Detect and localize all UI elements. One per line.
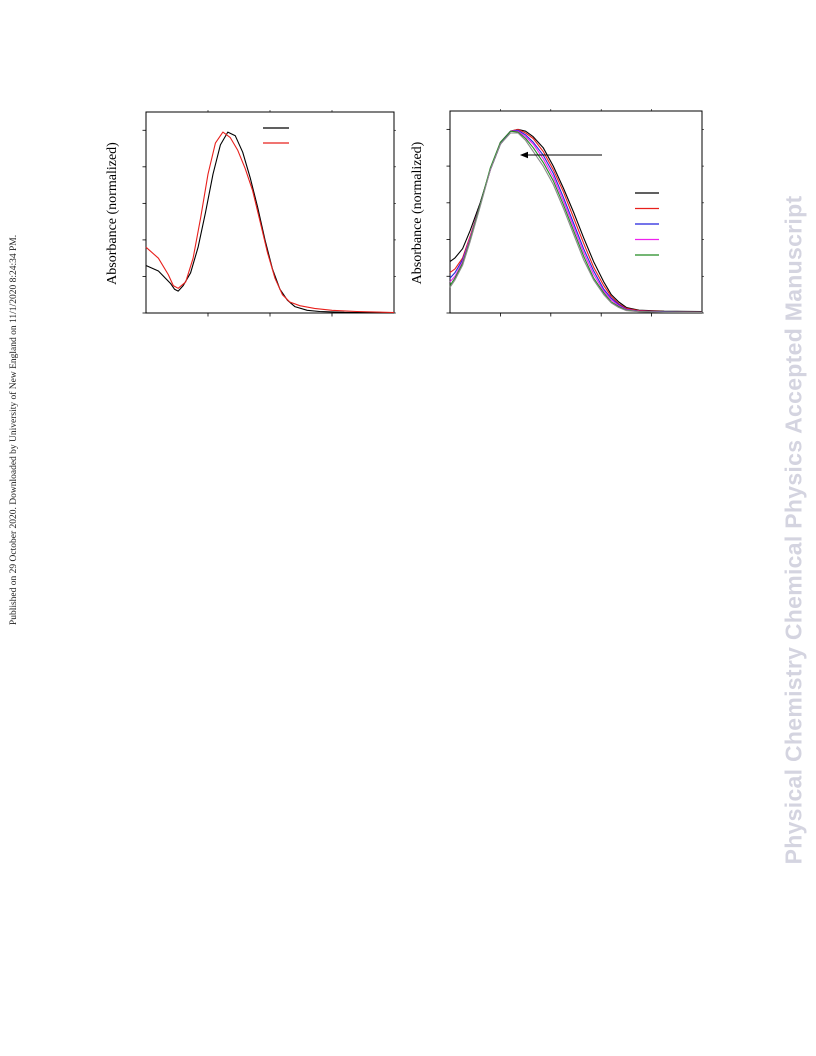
series-line-black	[449, 128, 703, 313]
plot-frame	[449, 110, 703, 314]
series-line-blue	[449, 129, 703, 313]
series-line-black	[145, 131, 395, 314]
y-axis-label: Absorbance (normalized)	[410, 141, 425, 284]
arrow-head	[520, 151, 528, 159]
chart-left: Absorbance (normalized)	[105, 110, 396, 317]
series-line-green	[449, 130, 703, 313]
journal-watermark-text: Physical Chemistry Chemical Physics Acce…	[780, 195, 807, 865]
series-line-magenta	[449, 130, 703, 313]
series-line-gray	[449, 132, 703, 313]
y-axis-label: Absorbance (normalized)	[105, 142, 120, 285]
plot-frame	[145, 111, 395, 314]
series-line-red	[145, 131, 395, 314]
series-line-red	[449, 128, 703, 313]
chart-right: Absorbance (normalized)	[410, 109, 704, 317]
